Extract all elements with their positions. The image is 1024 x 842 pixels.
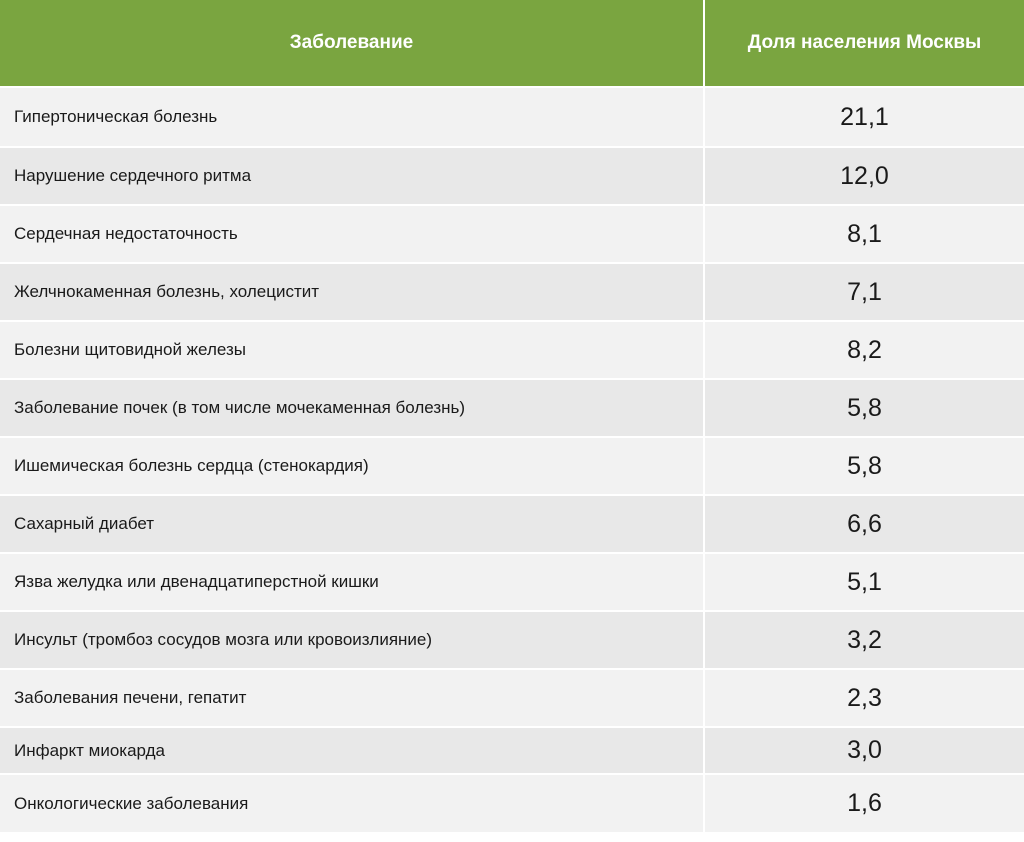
disease-cell: Язва желудка или двенадцатиперстной кишк… — [0, 553, 705, 611]
share-cell: 21,1 — [840, 102, 889, 131]
table-row: Заболевание почек (в том числе мочекамен… — [0, 379, 1024, 437]
table-row: Гипертоническая болезнь 21,1 — [0, 87, 1024, 147]
table-row: Заболевания печени, гепатит 2,3 — [0, 669, 1024, 727]
share-cell: 7,1 — [847, 277, 882, 306]
disease-cell: Заболевание почек (в том числе мочекамен… — [0, 379, 705, 437]
table-row: Сердечная недостаточность 8,1 — [0, 205, 1024, 263]
table-row: Болезни щитовидной железы 8,2 — [0, 321, 1024, 379]
share-cell: 8,1 — [847, 219, 882, 248]
table-row: Желчнокаменная болезнь, холецистит 7,1 — [0, 263, 1024, 321]
share-cell: 3,0 — [847, 736, 882, 764]
disease-cell: Болезни щитовидной железы — [0, 321, 705, 379]
disease-cell: Нарушение сердечного ритма — [0, 147, 705, 205]
header-disease: Заболевание — [0, 0, 705, 87]
share-cell: 5,8 — [847, 393, 882, 422]
disease-cell: Гипертоническая болезнь — [0, 87, 705, 147]
header-row: Заболевание Доля населения Москвы — [0, 0, 1024, 87]
disease-cell: Онкологические заболевания — [0, 774, 705, 832]
table-header: Заболевание Доля населения Москвы — [0, 0, 1024, 87]
disease-cell: Инфаркт миокарда — [0, 727, 705, 774]
share-cell: 5,8 — [847, 451, 882, 480]
disease-cell: Сердечная недостаточность — [0, 205, 705, 263]
table-row: Онкологические заболевания 1,6 — [0, 774, 1024, 832]
table-row: Сахарный диабет 6,6 — [0, 495, 1024, 553]
disease-cell: Заболевания печени, гепатит — [0, 669, 705, 727]
share-cell: 1,6 — [847, 789, 882, 817]
header-share: Доля населения Москвы — [747, 32, 982, 53]
share-cell: 2,3 — [847, 683, 882, 712]
disease-cell: Инсульт (тромбоз сосудов мозга или крово… — [0, 611, 705, 669]
share-cell: 5,1 — [847, 567, 882, 596]
share-cell: 6,6 — [847, 509, 882, 538]
disease-cell: Сахарный диабет — [0, 495, 705, 553]
disease-cell: Ишемическая болезнь сердца (стенокардия) — [0, 437, 705, 495]
disease-cell: Желчнокаменная болезнь, холецистит — [0, 263, 705, 321]
share-cell: 3,2 — [847, 625, 882, 654]
share-cell: 12,0 — [840, 161, 889, 190]
share-cell: 8,2 — [847, 335, 882, 364]
table-row: Нарушение сердечного ритма 12,0 — [0, 147, 1024, 205]
table-row: Язва желудка или двенадцатиперстной кишк… — [0, 553, 1024, 611]
table-row: Ишемическая болезнь сердца (стенокардия)… — [0, 437, 1024, 495]
table-body: Гипертоническая болезнь 21,1 Нарушение сер… — [0, 87, 1024, 832]
table-row: Инсульт (тромбоз сосудов мозга или крово… — [0, 611, 1024, 669]
table-row: Инфаркт миокарда 3,0 — [0, 727, 1024, 774]
